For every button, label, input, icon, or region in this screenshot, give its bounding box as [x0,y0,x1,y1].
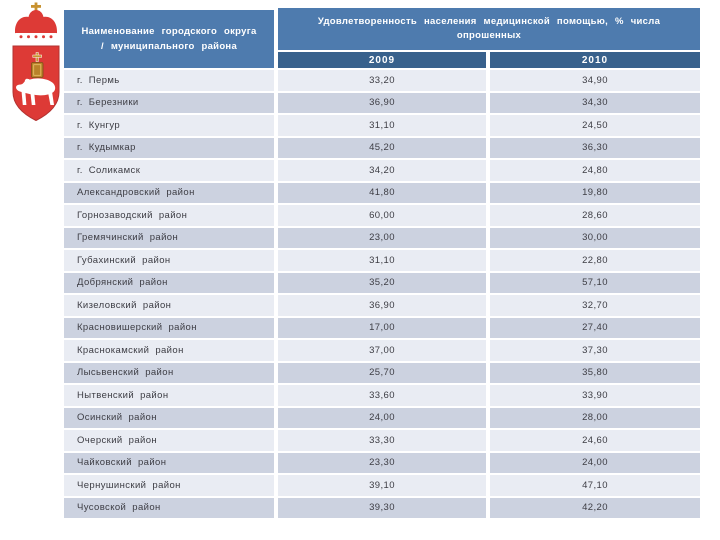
value-2010-cell: 28,60 [490,205,700,226]
name-column-header-line1: Наименование городского округа [81,26,257,37]
bear-icon [16,78,56,105]
value-2010-cell: 19,80 [490,182,700,203]
district-name-cell: г. Пермь [64,70,274,91]
name-column-header: Наименование городского округа / муницип… [64,10,274,68]
year-2010-header: 2010 [490,52,700,68]
district-name-cell: Кизеловский район [64,295,274,316]
value-2009-cell: 36,90 [278,92,486,113]
table-row: г. Кунгур 31,10 24,50 [64,115,700,136]
table-row: г. Кудымкар 45,20 36,30 [64,137,700,158]
value-2010-cell: 30,00 [490,227,700,248]
value-2009-cell: 34,20 [278,160,486,181]
value-2010-cell: 24,60 [490,430,700,451]
year-2009-header: 2009 [278,52,486,68]
year-header-band: 2009 2010 [278,52,700,68]
gospel-book-icon [31,52,44,78]
value-2010-cell: 47,10 [490,475,700,496]
value-2010-cell: 57,10 [490,272,700,293]
value-2009-cell: 33,30 [278,430,486,451]
district-name-cell: Краснокамский район [64,340,274,361]
value-2009-cell: 33,20 [278,70,486,91]
value-2010-cell: 35,80 [490,362,700,383]
value-2009-cell: 31,10 [278,115,486,136]
value-2010-cell: 22,80 [490,250,700,271]
district-name-cell: Александровский район [64,182,274,203]
value-2009-cell: 17,00 [278,317,486,338]
value-2010-cell: 24,00 [490,452,700,473]
table-row: Чайковский район 23,30 24,00 [64,452,700,473]
district-name-cell: Чернушинский район [64,475,274,496]
value-2010-cell: 42,20 [490,497,700,518]
perm-krai-coat-of-arms-icon [12,2,60,122]
table-row: Губахинский район 31,10 22,80 [64,250,700,271]
table-row: Чернушинский район 39,10 47,10 [64,475,700,496]
satisfaction-column-header-text: Удовлетворенность населения медицинской … [317,16,661,41]
table-row: Очерский район 33,30 24,60 [64,430,700,451]
table-row: Лысьвенский район 25,70 35,80 [64,362,700,383]
value-2010-cell: 34,90 [490,70,700,91]
value-2010-cell: 34,30 [490,92,700,113]
table-row: Осинский район 24,00 28,00 [64,407,700,428]
table-row: Красновишерский район 17,00 27,40 [64,317,700,338]
table-row: Краснокамский район 37,00 37,30 [64,340,700,361]
table-row: г. Пермь 33,20 34,90 [64,70,700,91]
table-row: Нытвенский район 33,60 33,90 [64,385,700,406]
value-2009-cell: 31,10 [278,250,486,271]
district-name-cell: Нытвенский район [64,385,274,406]
value-2010-cell: 28,00 [490,407,700,428]
district-name-cell: г. Березники [64,92,274,113]
table-row: Горнозаводский район 60,00 28,60 [64,205,700,226]
table-row: Чусовской район 39,30 42,20 [64,497,700,518]
district-name-cell: г. Кудымкар [64,137,274,158]
value-2009-cell: 39,30 [278,497,486,518]
district-name-cell: Горнозаводский район [64,205,274,226]
table-row: г. Березники 36,90 34,30 [64,92,700,113]
value-2009-cell: 23,30 [278,452,486,473]
value-2009-cell: 60,00 [278,205,486,226]
value-2009-cell: 36,90 [278,295,486,316]
value-2010-cell: 24,50 [490,115,700,136]
value-2010-cell: 27,40 [490,317,700,338]
district-name-cell: г. Кунгур [64,115,274,136]
table-row: Гремячинский район 23,00 30,00 [64,227,700,248]
value-2010-cell: 33,90 [490,385,700,406]
value-2010-cell: 37,30 [490,340,700,361]
name-column-header-line2: / муниципального района [100,41,238,52]
value-2010-cell: 24,80 [490,160,700,181]
table-row: Александровский район 41,80 19,80 [64,182,700,203]
table-row: Кизеловский район 36,90 32,70 [64,295,700,316]
district-name-cell: Осинский район [64,407,274,428]
crown-cross-icon [31,2,41,12]
value-2010-cell: 36,30 [490,137,700,158]
district-name-cell: Красновишерский район [64,317,274,338]
district-name-cell: Добрянский район [64,272,274,293]
district-name-cell: Губахинский район [64,250,274,271]
district-name-cell: Очерский район [64,430,274,451]
table-row: г. Соликамск 34,20 24,80 [64,160,700,181]
value-2009-cell: 25,70 [278,362,486,383]
value-2009-cell: 39,10 [278,475,486,496]
table-row: Добрянский район 35,20 57,10 [64,272,700,293]
district-name-cell: Гремячинский район [64,227,274,248]
value-2009-cell: 45,20 [278,137,486,158]
satisfaction-column-header: Удовлетворенность населения медицинской … [278,8,700,50]
crown-icon [15,10,57,39]
value-2009-cell: 23,00 [278,227,486,248]
value-2009-cell: 35,20 [278,272,486,293]
district-name-cell: Лысьвенский район [64,362,274,383]
value-2009-cell: 41,80 [278,182,486,203]
value-2009-cell: 33,60 [278,385,486,406]
value-2009-cell: 24,00 [278,407,486,428]
value-2010-cell: 32,70 [490,295,700,316]
table-body: г. Пермь 33,20 34,90 г. Березники 36,90 … [64,70,700,520]
value-2009-cell: 37,00 [278,340,486,361]
district-name-cell: г. Соликамск [64,160,274,181]
district-name-cell: Чайковский район [64,452,274,473]
district-name-cell: Чусовской район [64,497,274,518]
